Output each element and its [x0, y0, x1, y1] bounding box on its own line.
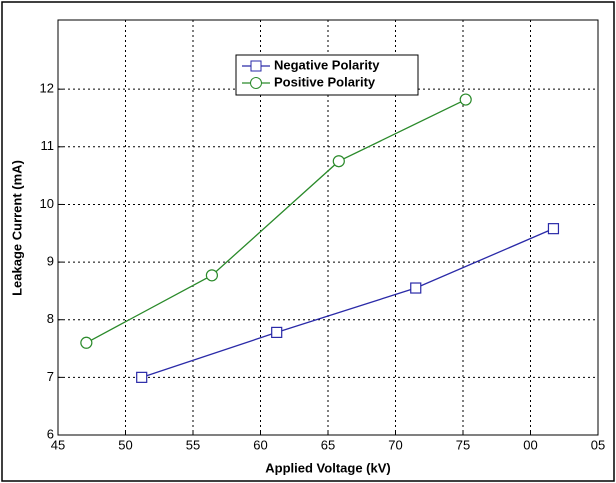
x-tick-label: 70 — [388, 437, 402, 452]
y-tick-label: 8 — [47, 311, 54, 326]
y-tick-label: 11 — [41, 138, 55, 153]
x-tick-label: 00 — [523, 437, 537, 452]
y-tick-label: 9 — [47, 254, 54, 269]
y-tick-label: 6 — [47, 426, 54, 441]
x-tick-label: 65 — [321, 437, 335, 452]
series-line — [141, 228, 554, 378]
x-tick-label: 60 — [253, 437, 267, 452]
marker — [271, 326, 283, 339]
legend-marker — [250, 60, 262, 72]
marker — [459, 93, 472, 106]
legend-label: Negative Polarity — [274, 57, 380, 72]
y-tick-label: 10 — [40, 196, 54, 211]
marker — [410, 282, 422, 294]
y-tick-label: 7 — [47, 369, 54, 384]
x-axis-label: Applied Voltage (kV) — [265, 460, 390, 475]
x-tick-label: 55 — [186, 437, 200, 452]
legend-label: Positive Polarity — [274, 74, 376, 89]
legend-box — [235, 54, 419, 96]
x-tick-label: 75 — [456, 437, 470, 452]
marker — [205, 269, 218, 282]
marker — [136, 371, 148, 383]
marker — [80, 336, 93, 349]
y-tick-label: 12 — [40, 81, 54, 96]
x-tick-label: 45 — [51, 437, 65, 452]
marker — [332, 155, 345, 168]
x-tick-label: 50 — [118, 437, 132, 452]
y-axis-label: Leakage Current (mA) — [9, 160, 24, 296]
legend-marker — [250, 77, 262, 89]
series-line — [86, 98, 466, 344]
x-tick-label: 05 — [591, 437, 605, 452]
marker — [547, 223, 560, 235]
